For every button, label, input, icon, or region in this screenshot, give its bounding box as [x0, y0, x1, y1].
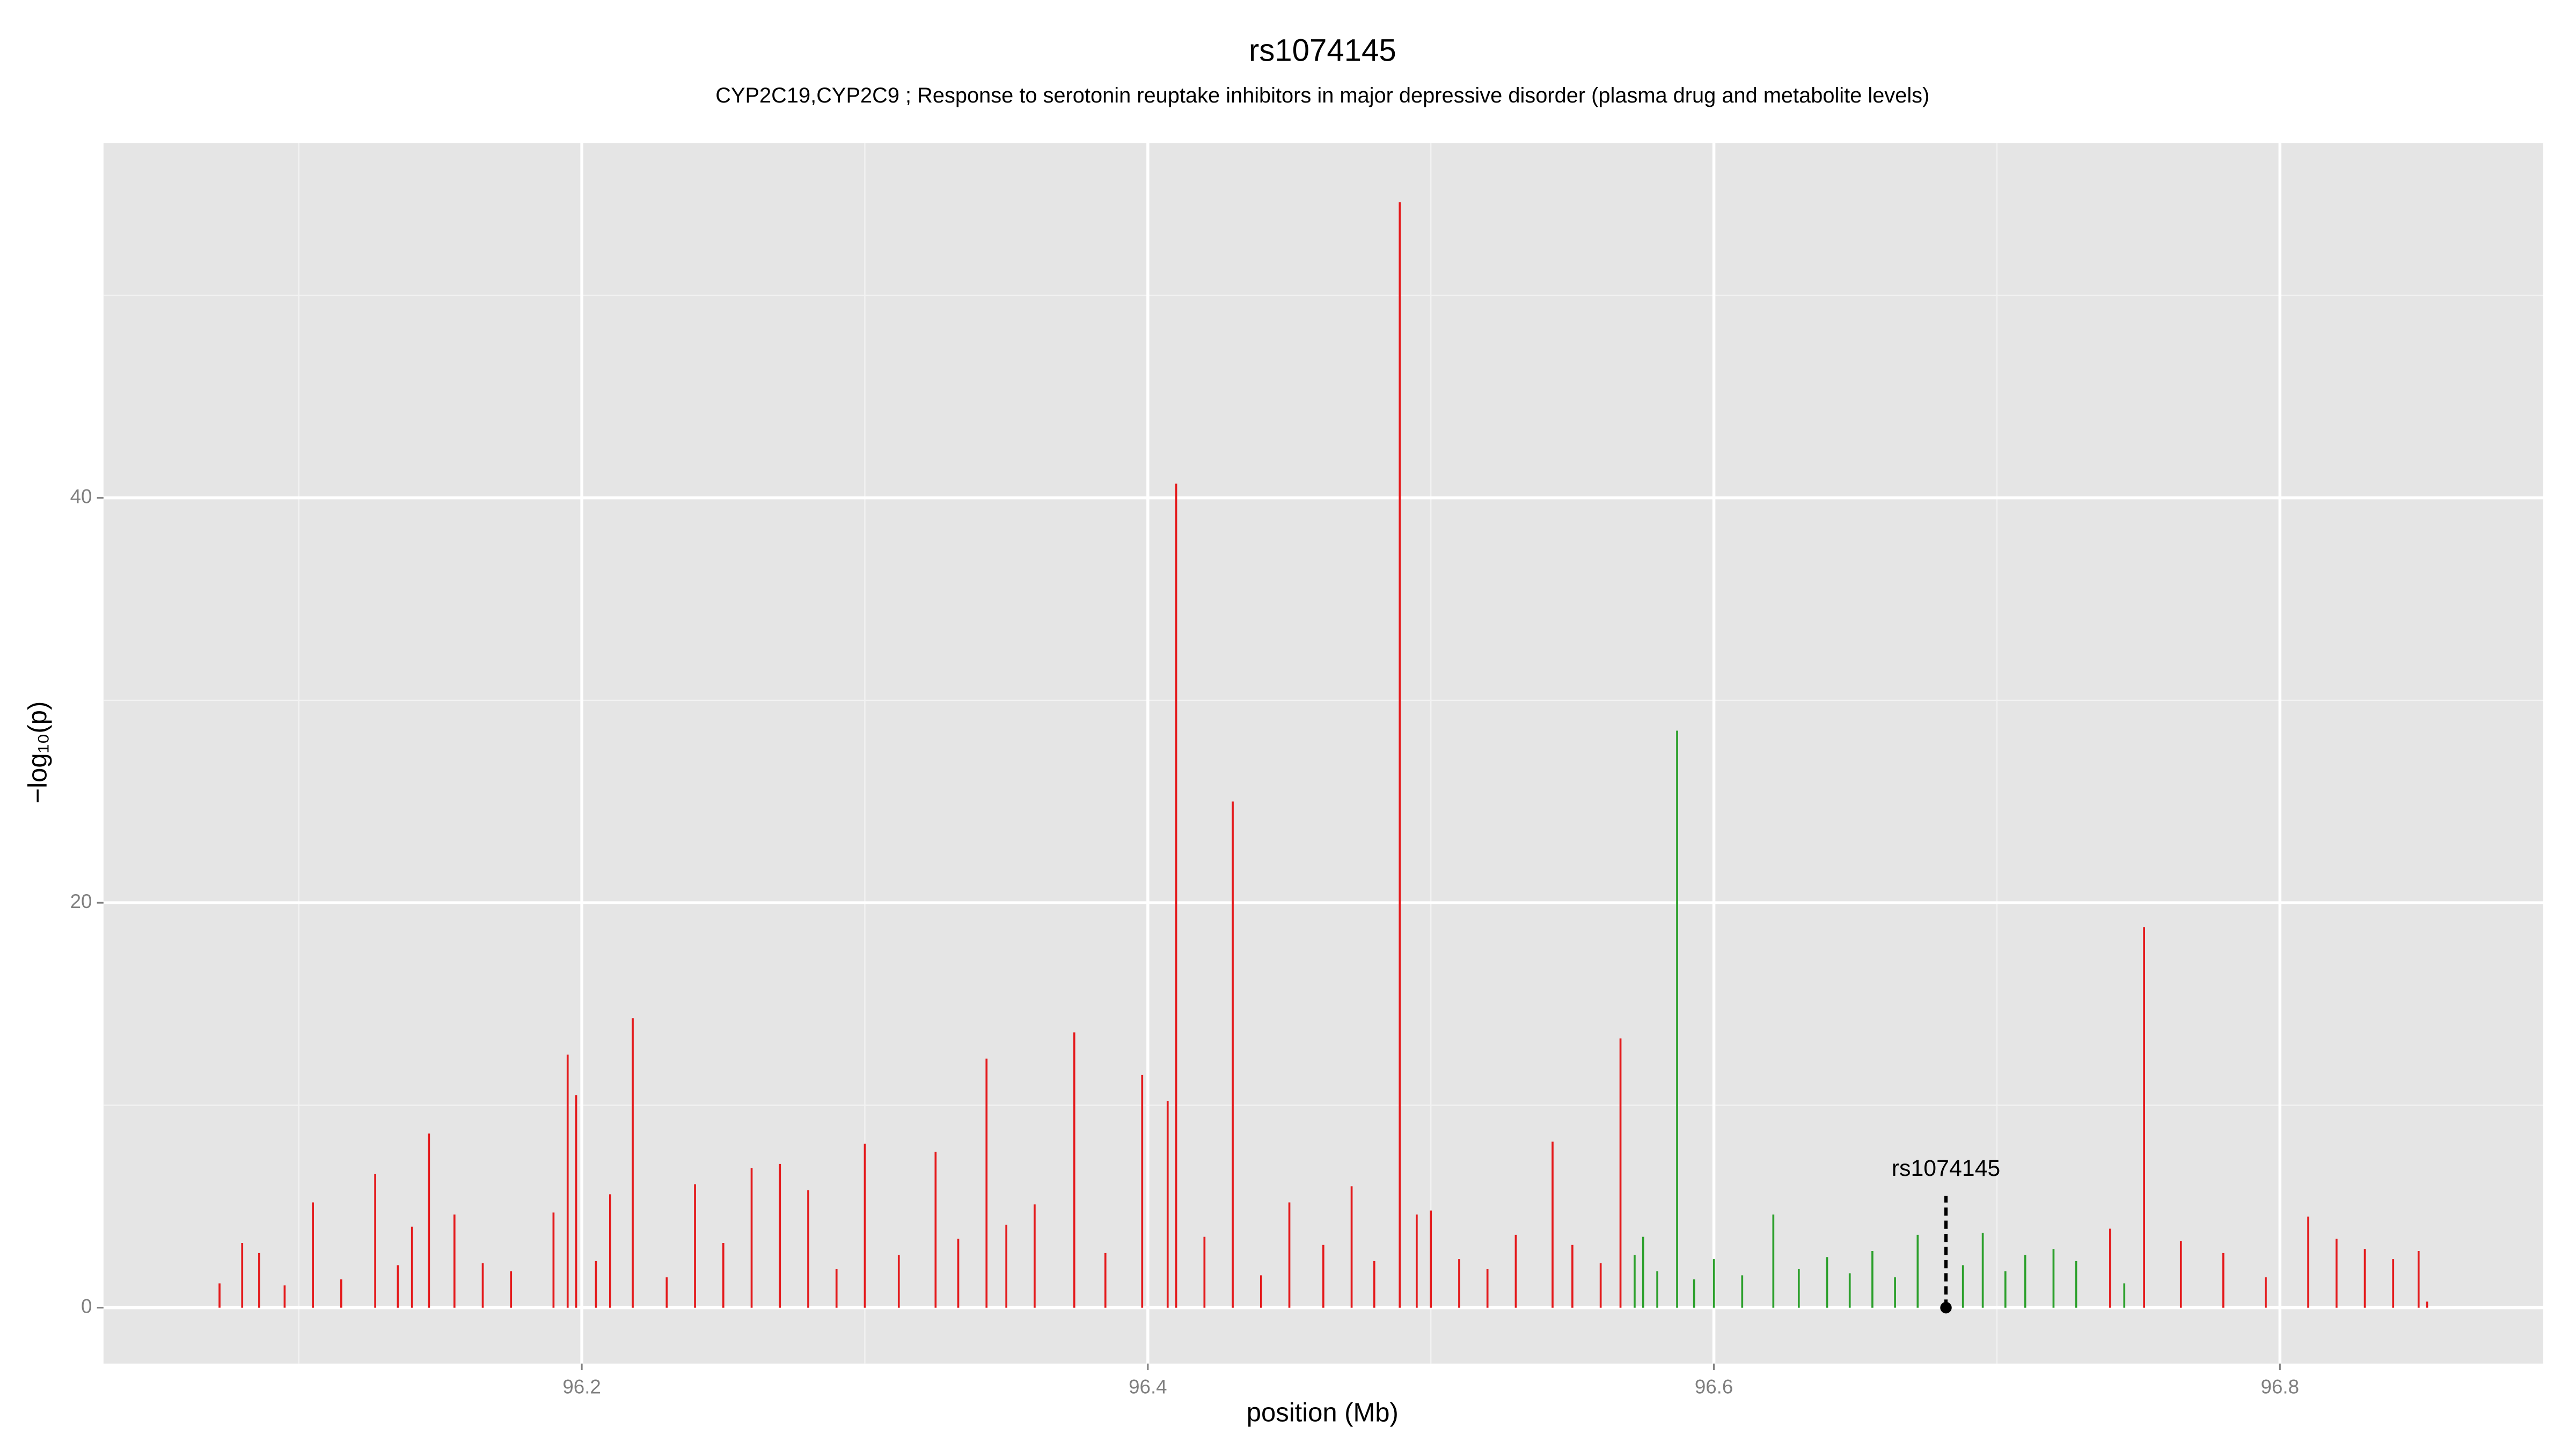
x-axis-label: position (Mb) [1247, 1399, 1399, 1428]
chart-title: rs1074145 [1249, 33, 1396, 68]
annotation-label: rs1074145 [1892, 1155, 2000, 1181]
annotation-point [1940, 1301, 1952, 1314]
y-tick-label: 0 [81, 1295, 92, 1317]
marks [218, 202, 2428, 1308]
y-tick-label: 40 [70, 485, 92, 507]
x-tick-label: 96.4 [1129, 1375, 1167, 1397]
plot-panel [103, 143, 2543, 1364]
x-tick-label: 96.6 [1695, 1375, 1733, 1397]
chart-subtitle: CYP2C19,CYP2C9 ; Response to serotonin r… [715, 84, 1929, 107]
y-tick-label: 20 [70, 890, 92, 912]
x-tick-label: 96.2 [562, 1375, 601, 1397]
y-axis-label: −log₁₀(p) [23, 701, 52, 804]
x-tick-label: 96.8 [2261, 1375, 2299, 1397]
